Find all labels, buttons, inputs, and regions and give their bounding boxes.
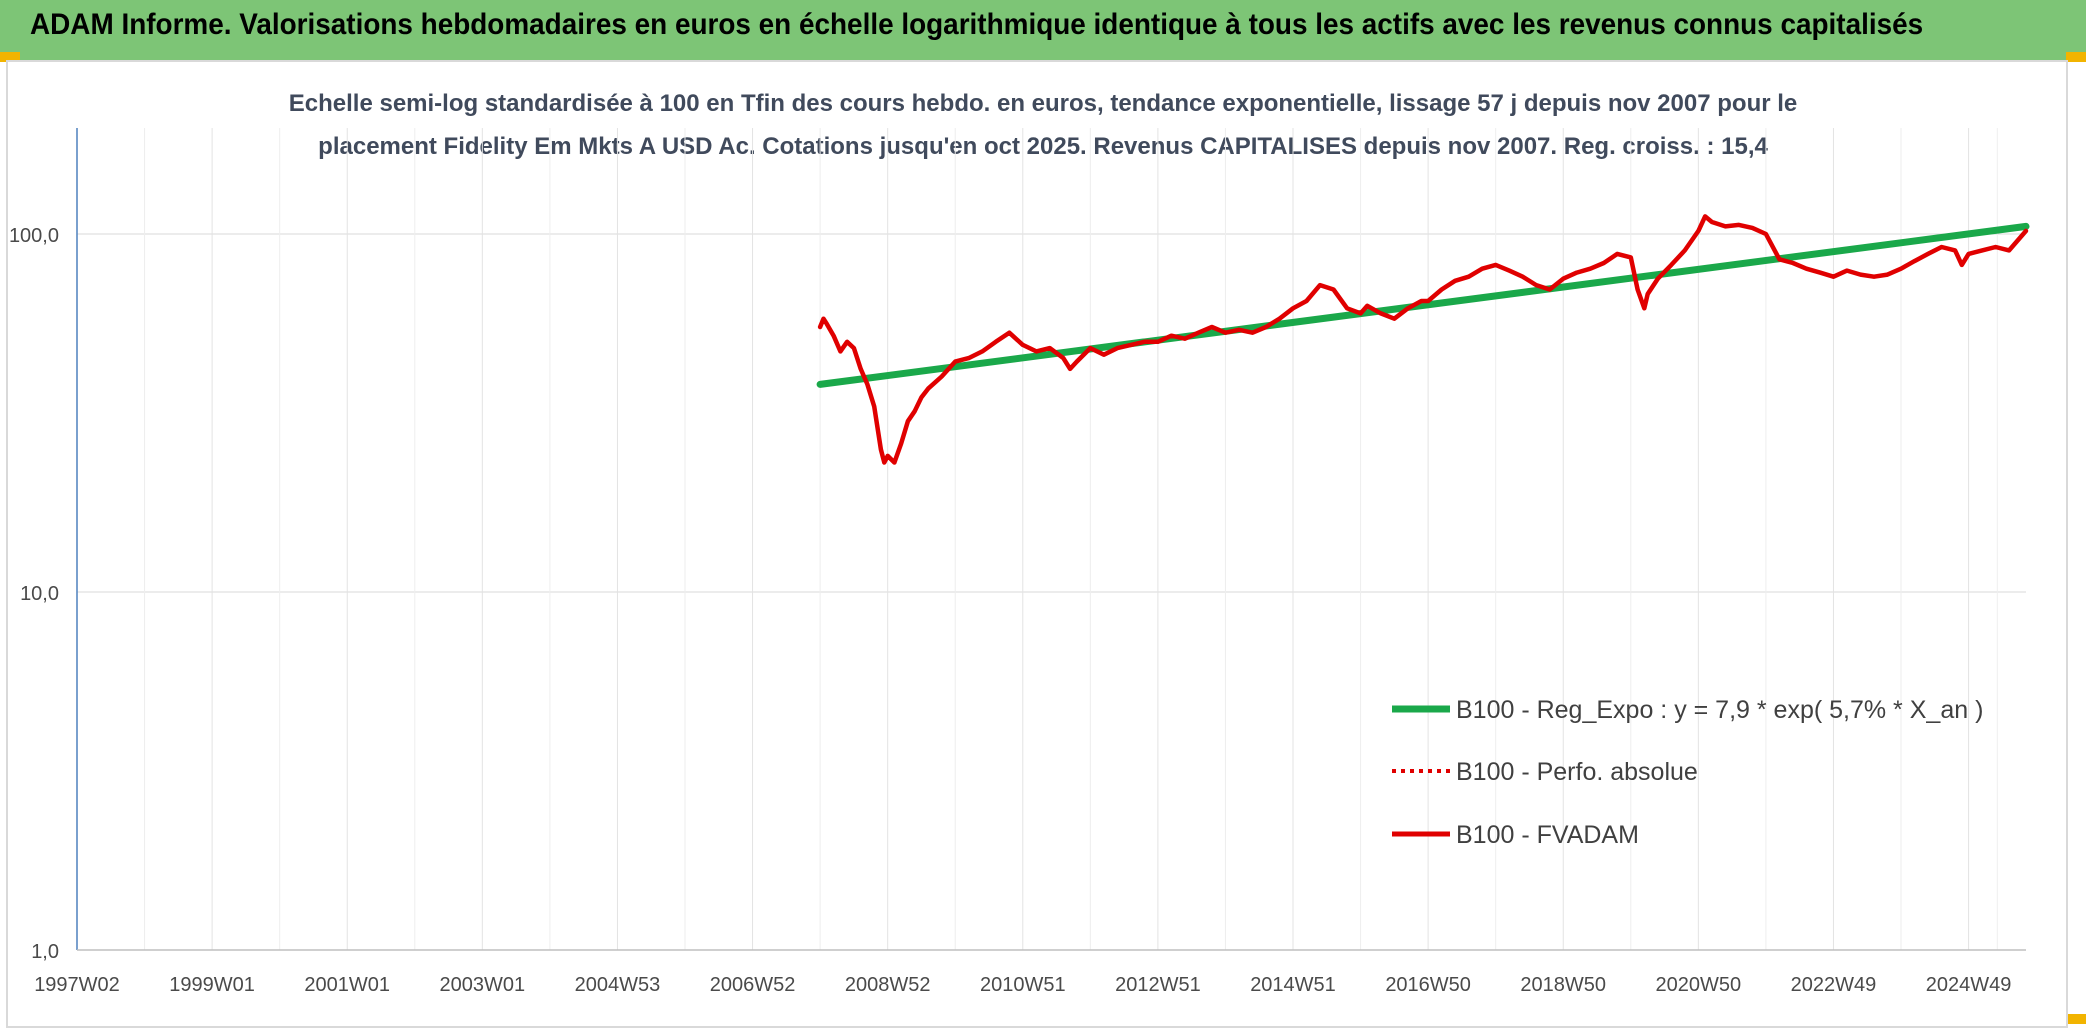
x-tick-label: 1999W01 xyxy=(169,974,255,996)
x-tick-label: 2016W50 xyxy=(1385,974,1471,996)
y-tick-label: 100,0 xyxy=(9,225,59,247)
legend-label: B100 - Perfo. absolue xyxy=(1456,758,1698,786)
legend: B100 - Reg_Expo : y = 7,9 * exp( 5,7% * … xyxy=(1392,696,1983,849)
chart-title-line-2: placement Fidelity Em Mkts A USD Ac. Cot… xyxy=(318,133,1768,160)
y-tick-labels: 1,0 10,0 100,0 xyxy=(9,225,59,963)
x-tick-label: 2024W49 xyxy=(1926,974,2012,996)
legend-label: B100 - FVADAM xyxy=(1456,821,1639,849)
legend-label: B100 - Reg_Expo : y = 7,9 * exp( 5,7% * … xyxy=(1456,696,1983,724)
corner-accent-bottom-right xyxy=(2066,1014,2086,1024)
x-tick-label: 1997W02 xyxy=(34,974,120,996)
series-lines xyxy=(816,214,2030,465)
chart-frame xyxy=(6,60,2068,1028)
corner-accent-top-left xyxy=(0,52,20,62)
x-tick-label: 2001W01 xyxy=(304,974,390,996)
chart-title-line-1: Echelle semi-log standardisée à 100 en T… xyxy=(288,90,1798,117)
series-fvadam-line xyxy=(817,214,2029,465)
x-tick-label: 2022W49 xyxy=(1791,974,1877,996)
x-tick-label: 2018W50 xyxy=(1520,974,1606,996)
x-tick-label: 2003W01 xyxy=(440,974,526,996)
x-tick-label: 2004W53 xyxy=(575,974,661,996)
y-tick-label: 10,0 xyxy=(20,583,59,605)
x-tick-label: 2006W52 xyxy=(710,974,796,996)
x-tick-label: 2020W50 xyxy=(1656,974,1742,996)
report-header: ADAM Informe. Valorisations hebdomadaire… xyxy=(0,0,2086,60)
x-tick-labels: 1997W02 1999W01 2001W01 2003W01 2004W53 2006W… xyxy=(34,974,2011,996)
x-tick-label: 2010W51 xyxy=(980,974,1066,996)
corner-accent-top-right xyxy=(2066,52,2086,62)
gridlines xyxy=(76,128,2026,951)
x-tick-label: 2008W52 xyxy=(845,974,931,996)
x-tick-label: 2014W51 xyxy=(1250,974,1336,996)
series-regression-line xyxy=(816,222,2030,388)
x-tick-label: 2012W51 xyxy=(1115,974,1201,996)
y-tick-label: 1,0 xyxy=(31,941,59,963)
report-title: ADAM Informe. Valorisations hebdomadaire… xyxy=(30,8,1924,41)
